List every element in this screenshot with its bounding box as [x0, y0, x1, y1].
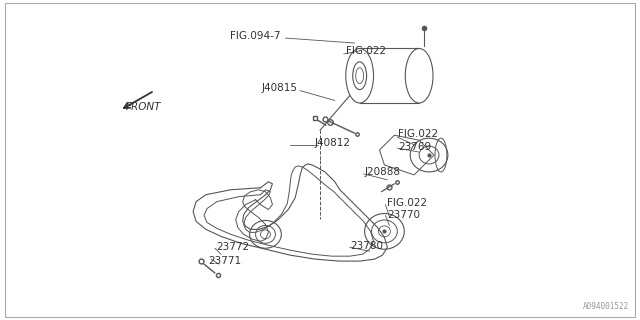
Text: J20888: J20888	[365, 167, 401, 177]
Text: A094001522: A094001522	[583, 302, 629, 311]
Text: FIG.022: FIG.022	[398, 129, 438, 139]
Text: 23769: 23769	[398, 142, 431, 152]
Text: FIG.022: FIG.022	[387, 198, 428, 208]
Text: FIG.022: FIG.022	[346, 46, 386, 56]
Text: FRONT: FRONT	[125, 102, 161, 112]
Text: 23770: 23770	[387, 210, 420, 220]
Text: 23772: 23772	[216, 242, 249, 252]
Text: FIG.094-7: FIG.094-7	[230, 31, 280, 41]
Text: 23780: 23780	[351, 241, 384, 251]
Text: J40815: J40815	[261, 83, 297, 92]
Text: J40812: J40812	[315, 138, 351, 148]
Text: 23771: 23771	[208, 256, 241, 266]
Polygon shape	[380, 135, 434, 175]
